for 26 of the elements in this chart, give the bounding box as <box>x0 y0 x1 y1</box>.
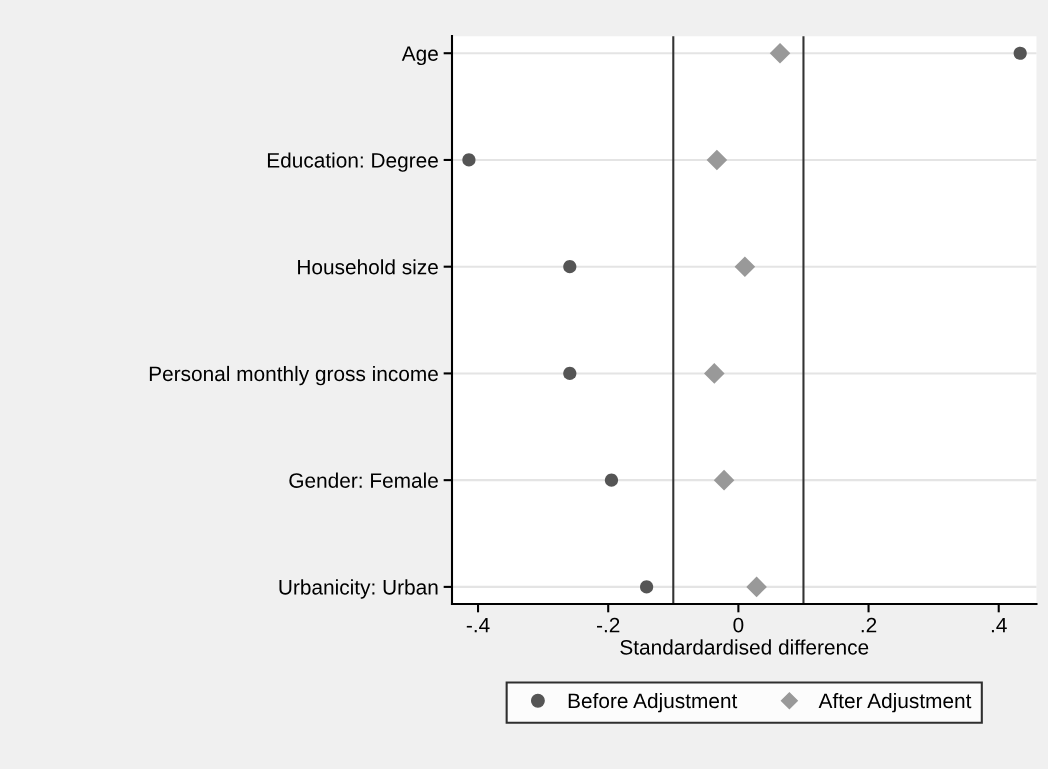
x-axis-title: Standardardised difference <box>620 639 869 655</box>
point <box>1013 46 1027 60</box>
point <box>769 42 791 64</box>
y-tick-label: Education: Degree <box>267 152 438 172</box>
x-tick-label: -.2 <box>596 617 620 633</box>
point <box>604 473 619 487</box>
point <box>462 153 476 167</box>
point <box>563 366 577 381</box>
x-tick-label: .2 <box>861 617 877 633</box>
y-tick-label: Gender: Female <box>289 472 438 488</box>
y-tick-label: Urbanicity: Urban <box>279 579 438 599</box>
point <box>713 469 735 491</box>
point <box>640 580 654 594</box>
x-tick-label: -.4 <box>466 617 490 633</box>
y-tick-label: Personal monthly gross income <box>149 365 438 386</box>
x-tick-label: .4 <box>991 617 1007 633</box>
point <box>746 576 767 598</box>
point <box>734 256 756 277</box>
point <box>704 363 725 384</box>
y-tick-label: Age <box>401 46 438 66</box>
legend-label: Before Adjustment <box>568 692 738 713</box>
point <box>706 149 728 171</box>
point <box>563 260 577 274</box>
x-tick-label: 0 <box>733 617 744 633</box>
legend-label: After Adjustment <box>818 692 972 713</box>
y-tick-label: Household size <box>298 259 438 275</box>
